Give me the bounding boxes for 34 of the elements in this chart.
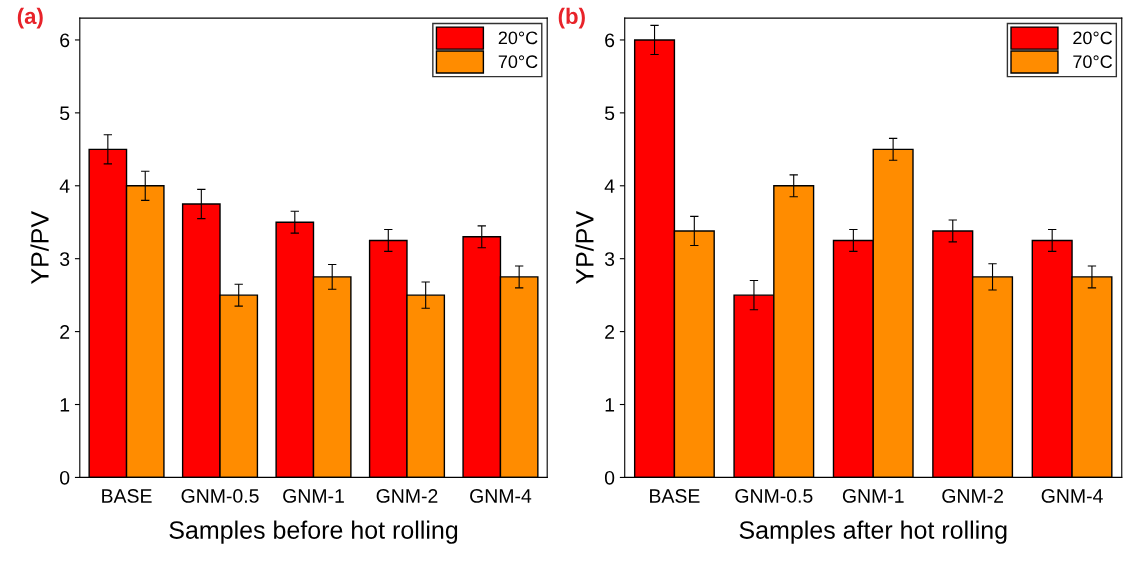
x-tick-label: GNM-4 [470,489,532,503]
y-tick-label: 5 [60,106,70,121]
x-tick-label: GNM-0.5 [735,489,813,503]
y-tick-label: 4 [59,179,70,193]
x-tick-label: GNM-0.5 [181,489,259,503]
y-axis-title: YP/PV [30,211,49,285]
legend-label: 20°C [498,31,538,45]
y-tick-label: 5 [604,106,615,121]
legend-label: 70°C [1073,55,1113,69]
y-tick-label: 6 [60,33,70,48]
y-tick-label: 2 [60,325,70,339]
x-tick-label: GNM-2 [376,489,438,503]
x-axis-title: Samples before hot rolling [169,520,458,544]
y-tick-label: 1 [605,398,615,412]
y-tick-label: 0 [604,470,615,485]
x-tick-label: BASE [102,489,152,503]
x-tick-label: GNM-1 [842,489,904,503]
y-tick-label: 2 [605,325,615,339]
chart-title: (b) [558,7,585,29]
y-tick-label: 0 [60,470,70,485]
chart-title: (a) [17,7,43,29]
legend-label: 20°C [1073,31,1113,45]
x-tick-label: BASE [650,489,700,503]
y-tick-label: 4 [604,179,615,193]
y-tick-label: 3 [60,252,70,266]
y-tick-label: 1 [60,398,70,412]
legend-label: 70°C [498,55,538,69]
y-tick-label: 3 [604,252,615,266]
x-axis-title: Samples after hot rolling [739,520,1007,544]
x-tick-label: GNM-1 [283,489,344,503]
y-axis-title: YP/PV [575,211,594,285]
y-tick-label: 6 [605,33,615,48]
x-tick-label: GNM-2 [942,489,1003,503]
x-tick-label: GNM-4 [1041,489,1103,503]
